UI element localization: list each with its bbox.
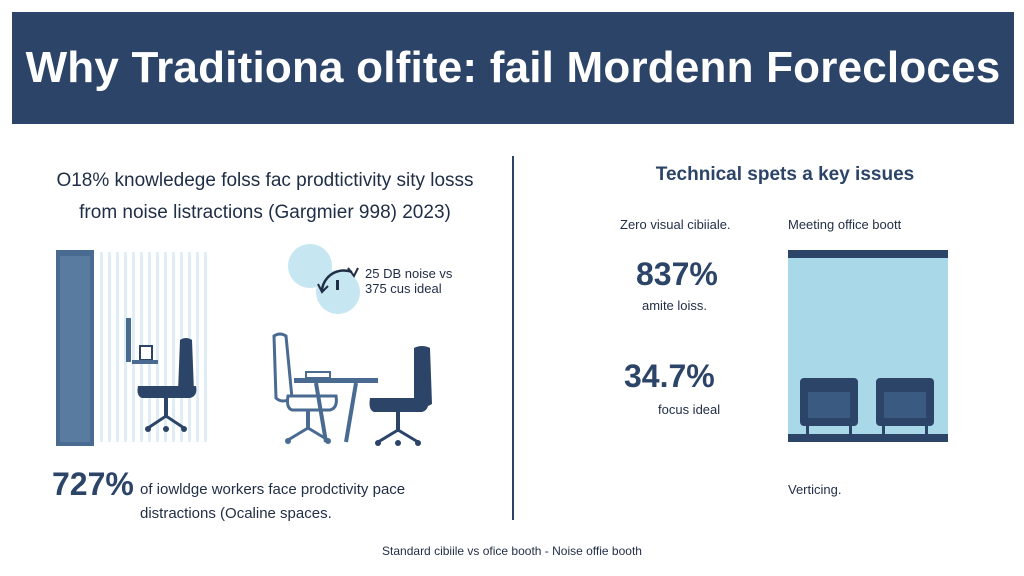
worker-description-line-2: distractions (Ocaline spaces. [140, 505, 332, 522]
stat-label-2: focus ideal [658, 402, 721, 417]
worker-description-line-1: of iowldge workers face prodctivity pace [140, 481, 406, 498]
technical-issues-title: Technical spets a key issues [655, 164, 915, 185]
booth-column-label: Meeting office boott [788, 217, 902, 232]
monitor-icon [139, 345, 153, 361]
booth-caption: Verticing. [788, 482, 842, 497]
noise-bubble-icon [288, 244, 360, 314]
noise-statistic-line-2: from noise listractions (Gargmier 998) 2… [79, 202, 451, 223]
stat-value-1: 837% [636, 256, 718, 292]
visual-label: Zero visual cibiiale. [620, 217, 731, 232]
worker-percentage-description: of iowldge workers face prodctivity pace… [140, 478, 405, 526]
stat-value-2: 34.7% [624, 358, 715, 394]
worker-percentage: 727% [52, 466, 134, 502]
office-booth-illustration [788, 250, 948, 442]
open-plan-desk [294, 371, 378, 443]
noise-comparison-line-2: 375 cus ideal [365, 281, 442, 296]
booth-armchair-right-icon [876, 378, 934, 436]
page-title: Why Traditiona olfite: fail Mordenn Fore… [25, 43, 1001, 92]
column-divider [512, 156, 514, 520]
noise-comparison-line-1: 25 DB noise vs [365, 266, 453, 281]
footer-caption: Standard cibiile vs ofice booth - Noise … [382, 544, 642, 558]
noise-comparison-label: 25 DB noise vs 375 cus ideal [365, 266, 452, 296]
open-plan-chair-light-icon [272, 332, 338, 444]
noise-statistic: O18% knowledege folss fac prodtictivity … [30, 165, 500, 229]
stat-label-1: amite loiss. [642, 298, 708, 313]
noise-statistic-line-1: O18% knowledege folss fac prodtictivity … [56, 170, 474, 191]
title-banner: Why Traditiona olfite: fail Mordenn Fore… [12, 12, 1014, 124]
booth-armchair-left-icon [800, 378, 858, 436]
office-chair-icon [137, 338, 197, 432]
open-plan-chair-dark-icon [369, 346, 432, 446]
